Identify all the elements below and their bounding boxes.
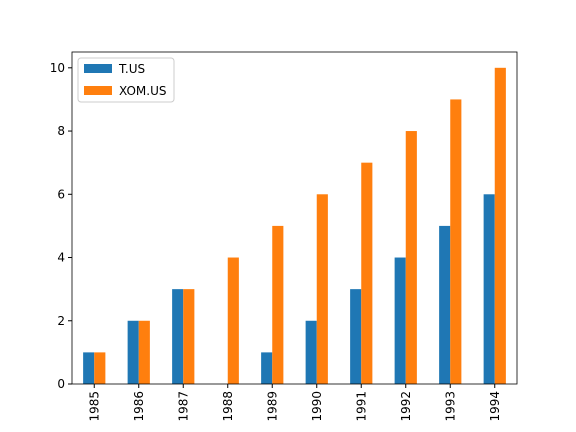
legend-swatch	[84, 86, 112, 95]
bar	[316, 194, 328, 384]
plot-frame	[71, 51, 518, 385]
bar	[272, 225, 284, 384]
x-tick-label: 1989	[265, 391, 279, 422]
legend-label: T.US	[118, 62, 145, 76]
y-tick-label: 2	[57, 314, 65, 328]
bar	[172, 289, 184, 384]
x-tick-label: 1994	[488, 391, 502, 422]
bar	[439, 225, 451, 384]
x-tick-label: 1988	[221, 391, 235, 422]
bar	[494, 67, 506, 385]
y-tick-label: 0	[57, 377, 65, 391]
bar	[483, 194, 495, 384]
bar	[183, 289, 195, 384]
bar	[138, 320, 150, 384]
x-tick-label: 1990	[310, 391, 324, 422]
y-tick-label: 4	[57, 251, 65, 265]
bar	[127, 320, 139, 384]
bar	[361, 162, 373, 384]
y-tick-label: 10	[50, 61, 65, 75]
bar	[94, 352, 106, 384]
x-tick-label: 1991	[354, 391, 368, 422]
y-tick-label: 8	[57, 124, 65, 138]
bar	[83, 352, 95, 384]
x-tick-label: 1993	[443, 391, 457, 422]
bar	[450, 99, 462, 384]
bar	[394, 257, 406, 384]
legend-label: XOM.US	[119, 84, 166, 98]
x-tick-label: 1986	[132, 391, 146, 422]
x-tick-label: 1992	[399, 391, 413, 422]
legend-swatch	[84, 64, 112, 73]
bar	[405, 131, 417, 384]
bar	[227, 257, 239, 384]
x-tick-label: 1985	[87, 391, 101, 422]
bar	[350, 289, 362, 384]
bar	[261, 352, 273, 384]
x-tick-label: 1987	[176, 391, 190, 422]
bar	[305, 320, 317, 384]
y-tick-label: 6	[57, 187, 65, 201]
